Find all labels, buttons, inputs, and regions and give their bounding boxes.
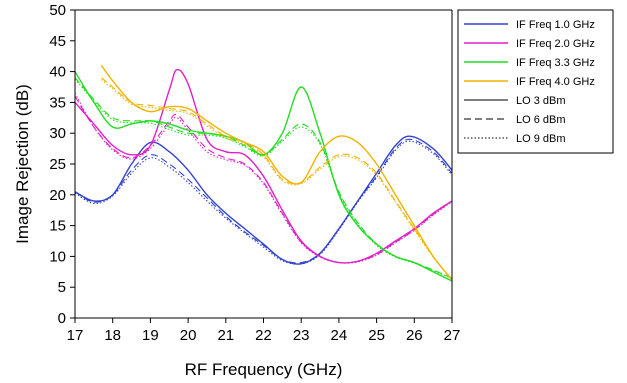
x-tick-label: 27 <box>444 327 461 344</box>
y-axis-title: Image Rejection (dB) <box>13 84 32 244</box>
series-if-2-0-lo-3 <box>74 68 453 264</box>
series-if-3-3-lo-9 <box>74 78 453 280</box>
x-tick-label: 24 <box>331 327 348 344</box>
x-tick-label: 18 <box>104 327 121 344</box>
tick-labels: 17 18 19 20 21 22 23 24 25 26 27 0 5 10 15 20 25 30 35 40 45… <box>49 2 460 344</box>
x-tick-label: 21 <box>217 327 234 344</box>
series-layer <box>74 65 453 282</box>
legend-label: IF Freq 2.0 GHz <box>516 38 595 50</box>
axes <box>70 9 453 323</box>
y-tick-label: 10 <box>49 248 66 265</box>
x-tick-label: 23 <box>293 327 310 344</box>
x-tick-label: 26 <box>406 327 423 344</box>
x-tick-label: 22 <box>255 327 272 344</box>
series-if-4-0-lo-6 <box>101 77 453 281</box>
series-if-1-0-lo-6 <box>74 138 453 264</box>
y-tick-label: 25 <box>49 156 66 173</box>
y-tick-label: 50 <box>49 2 66 19</box>
x-axis-title: RF Frequency (GHz) <box>185 360 343 379</box>
y-tick-label: 0 <box>58 310 66 327</box>
series-if-1-0-lo-9 <box>74 140 453 265</box>
y-tick-label: 20 <box>49 187 66 204</box>
legend-label: IF Freq 3.3 GHz <box>516 57 595 69</box>
legend-label: LO 3 dBm <box>516 95 566 107</box>
y-tick-label: 15 <box>49 218 66 235</box>
legend-label: LO 9 dBm <box>516 133 566 145</box>
series-if-4-0-lo-9 <box>101 79 453 281</box>
y-tick-label: 30 <box>49 125 66 142</box>
legend-label: IF Freq 1.0 GHz <box>516 19 595 31</box>
y-tick-label: 45 <box>49 33 66 50</box>
legend: IF Freq 1.0 GHz IF Freq 2.0 GHz IF Freq 3.… <box>457 9 614 154</box>
series-if-3-3-lo-6 <box>74 77 453 279</box>
y-tick-label: 40 <box>49 64 66 81</box>
legend-label: IF Freq 4.0 GHz <box>516 76 595 88</box>
x-tick-label: 19 <box>142 327 159 344</box>
y-tick-label: 35 <box>49 94 66 111</box>
series-if-4-0-lo-3 <box>100 65 453 281</box>
legend-label: LO 6 dBm <box>516 114 566 126</box>
x-tick-label: 20 <box>180 327 197 344</box>
y-tick-label: 5 <box>58 279 66 296</box>
x-tick-label: 17 <box>67 327 84 344</box>
x-tick-label: 25 <box>368 327 385 344</box>
